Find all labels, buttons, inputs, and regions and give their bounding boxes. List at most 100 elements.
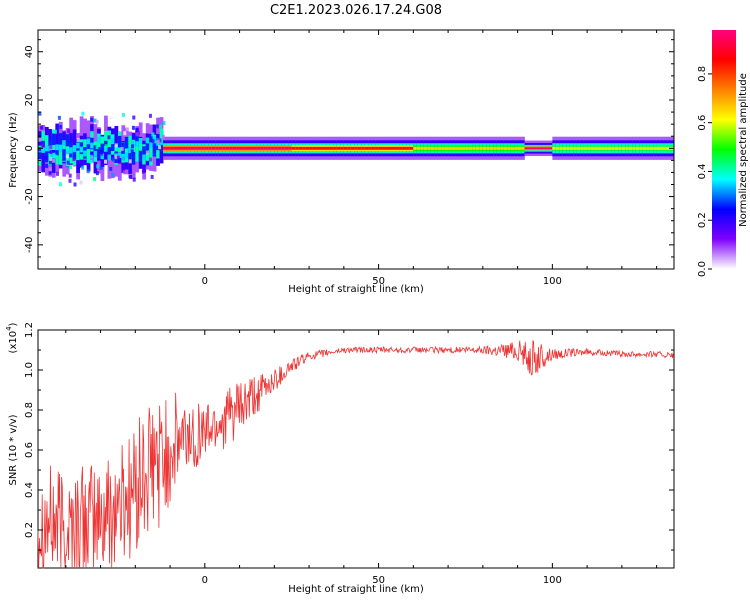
heatmap-cell — [298, 146, 303, 150]
heatmap-cell — [124, 136, 129, 149]
y-tick-label: 1.0 — [24, 362, 35, 378]
heatmap-cell — [86, 169, 90, 174]
heatmap-cell — [145, 141, 150, 154]
heatmap-cell — [97, 147, 101, 159]
heatmap-cell — [69, 165, 73, 170]
heatmap-cell — [194, 146, 199, 150]
heatmap-cell — [48, 170, 52, 175]
heatmap-cell — [41, 147, 46, 153]
heatmap-cell — [149, 145, 153, 166]
heatmap-cell — [302, 146, 306, 150]
heatmap-cell — [158, 124, 162, 129]
heatmap-cell — [53, 129, 57, 134]
heatmap-cell — [89, 154, 93, 159]
heatmap-cell — [110, 138, 115, 145]
heatmap-cell — [150, 174, 154, 179]
heatmap-cell — [555, 146, 560, 150]
heatmap-cell — [416, 146, 421, 150]
heatmap-cell — [531, 147, 536, 150]
heatmap-cell — [371, 146, 376, 150]
heatmap-cell — [653, 146, 657, 150]
heatmap-cell — [122, 170, 126, 175]
heatmap-cell — [524, 147, 529, 150]
heatmap-cell — [395, 146, 400, 150]
heatmap-cell — [594, 146, 598, 150]
y-tick-label: 0 — [24, 145, 35, 151]
heatmap-cell — [40, 125, 44, 130]
heatmap-cell — [576, 146, 581, 150]
heatmap-cell — [55, 171, 59, 176]
heatmap-cell — [68, 173, 72, 178]
heatmap-cell — [59, 124, 63, 129]
heatmap-cell — [44, 145, 49, 152]
snr-ticks: 0 50 100 0.2 0.4 0.6 0.8 1.0 1.2 — [24, 322, 674, 586]
heatmap-cell — [135, 141, 140, 162]
heatmap-cell — [67, 128, 71, 133]
heatmap-cell — [41, 143, 45, 148]
heatmap-cell — [131, 125, 135, 130]
snr-y-multiplier-text: (x104) — [5, 322, 19, 353]
heatmap-cell — [109, 116, 113, 121]
heatmap-cell — [49, 156, 53, 161]
heatmap-cell — [55, 155, 59, 160]
heatmap-cell — [503, 146, 508, 150]
heatmap-cell — [375, 146, 379, 150]
snr-line — [37, 340, 674, 569]
heatmap-cell — [62, 140, 67, 146]
heatmap-cell — [316, 146, 320, 150]
heatmap-cell — [211, 146, 216, 150]
heatmap-cell — [663, 146, 668, 150]
heatmap-cell — [625, 146, 630, 150]
heatmap-cell — [225, 146, 230, 150]
heatmap-cell — [548, 147, 553, 150]
heatmap-cell — [130, 149, 134, 154]
heatmap-cell — [204, 146, 209, 150]
heatmap-cell — [295, 146, 299, 150]
heatmap-cell — [402, 146, 407, 150]
colorbar-tick-label: 0.4 — [697, 163, 708, 179]
heatmap-cell — [131, 140, 136, 147]
heatmap-cell — [288, 146, 293, 150]
heatmap-cell — [260, 146, 265, 150]
heatmap-cell — [183, 146, 188, 150]
heatmap-cell — [158, 145, 162, 150]
heatmap-cell — [48, 167, 52, 172]
heatmap-cell — [166, 146, 171, 150]
heatmap-cell — [128, 139, 132, 144]
heatmap-cell — [246, 146, 251, 150]
heatmap-cell — [57, 115, 61, 120]
heatmap-cell — [122, 156, 126, 161]
heatmap-cell — [132, 177, 136, 182]
heatmap-cell — [95, 119, 99, 124]
heatmap-cell — [437, 146, 442, 150]
colorbar-label: Normalized spectral amplitude — [738, 73, 749, 227]
heatmap-cell — [65, 154, 69, 159]
spectrogram-heatmap — [38, 111, 675, 187]
heatmap-cell — [131, 151, 136, 164]
heatmap-cell — [104, 159, 108, 164]
heatmap-cell — [409, 146, 414, 150]
heatmap-cell — [159, 139, 164, 145]
heatmap-cell — [114, 125, 119, 158]
heatmap-cell — [90, 142, 94, 149]
heatmap-cell — [329, 146, 334, 150]
heatmap-cell — [326, 146, 331, 150]
heatmap-cell — [107, 130, 112, 151]
heatmap-cell — [430, 146, 435, 150]
heatmap-cell — [124, 152, 129, 159]
heatmap-cell — [597, 146, 602, 150]
heatmap-cell — [385, 146, 390, 150]
heatmap-cell — [510, 146, 515, 150]
y-tick-label: 0.4 — [24, 482, 35, 498]
heatmap-cell — [111, 172, 115, 177]
spectrogram-panel: 0 50 100 -40 -20 0 20 40 Height of straight lin… — [8, 29, 675, 295]
heatmap-cell — [128, 159, 132, 164]
heatmap-cell — [109, 166, 113, 171]
heatmap-cell — [607, 146, 612, 150]
heatmap-cell — [117, 152, 122, 159]
heatmap-cell — [100, 153, 105, 160]
heatmap-cell — [392, 146, 397, 150]
heatmap-cell — [114, 154, 118, 159]
y-tick-label: 40 — [24, 45, 35, 58]
heatmap-cell — [149, 157, 153, 162]
